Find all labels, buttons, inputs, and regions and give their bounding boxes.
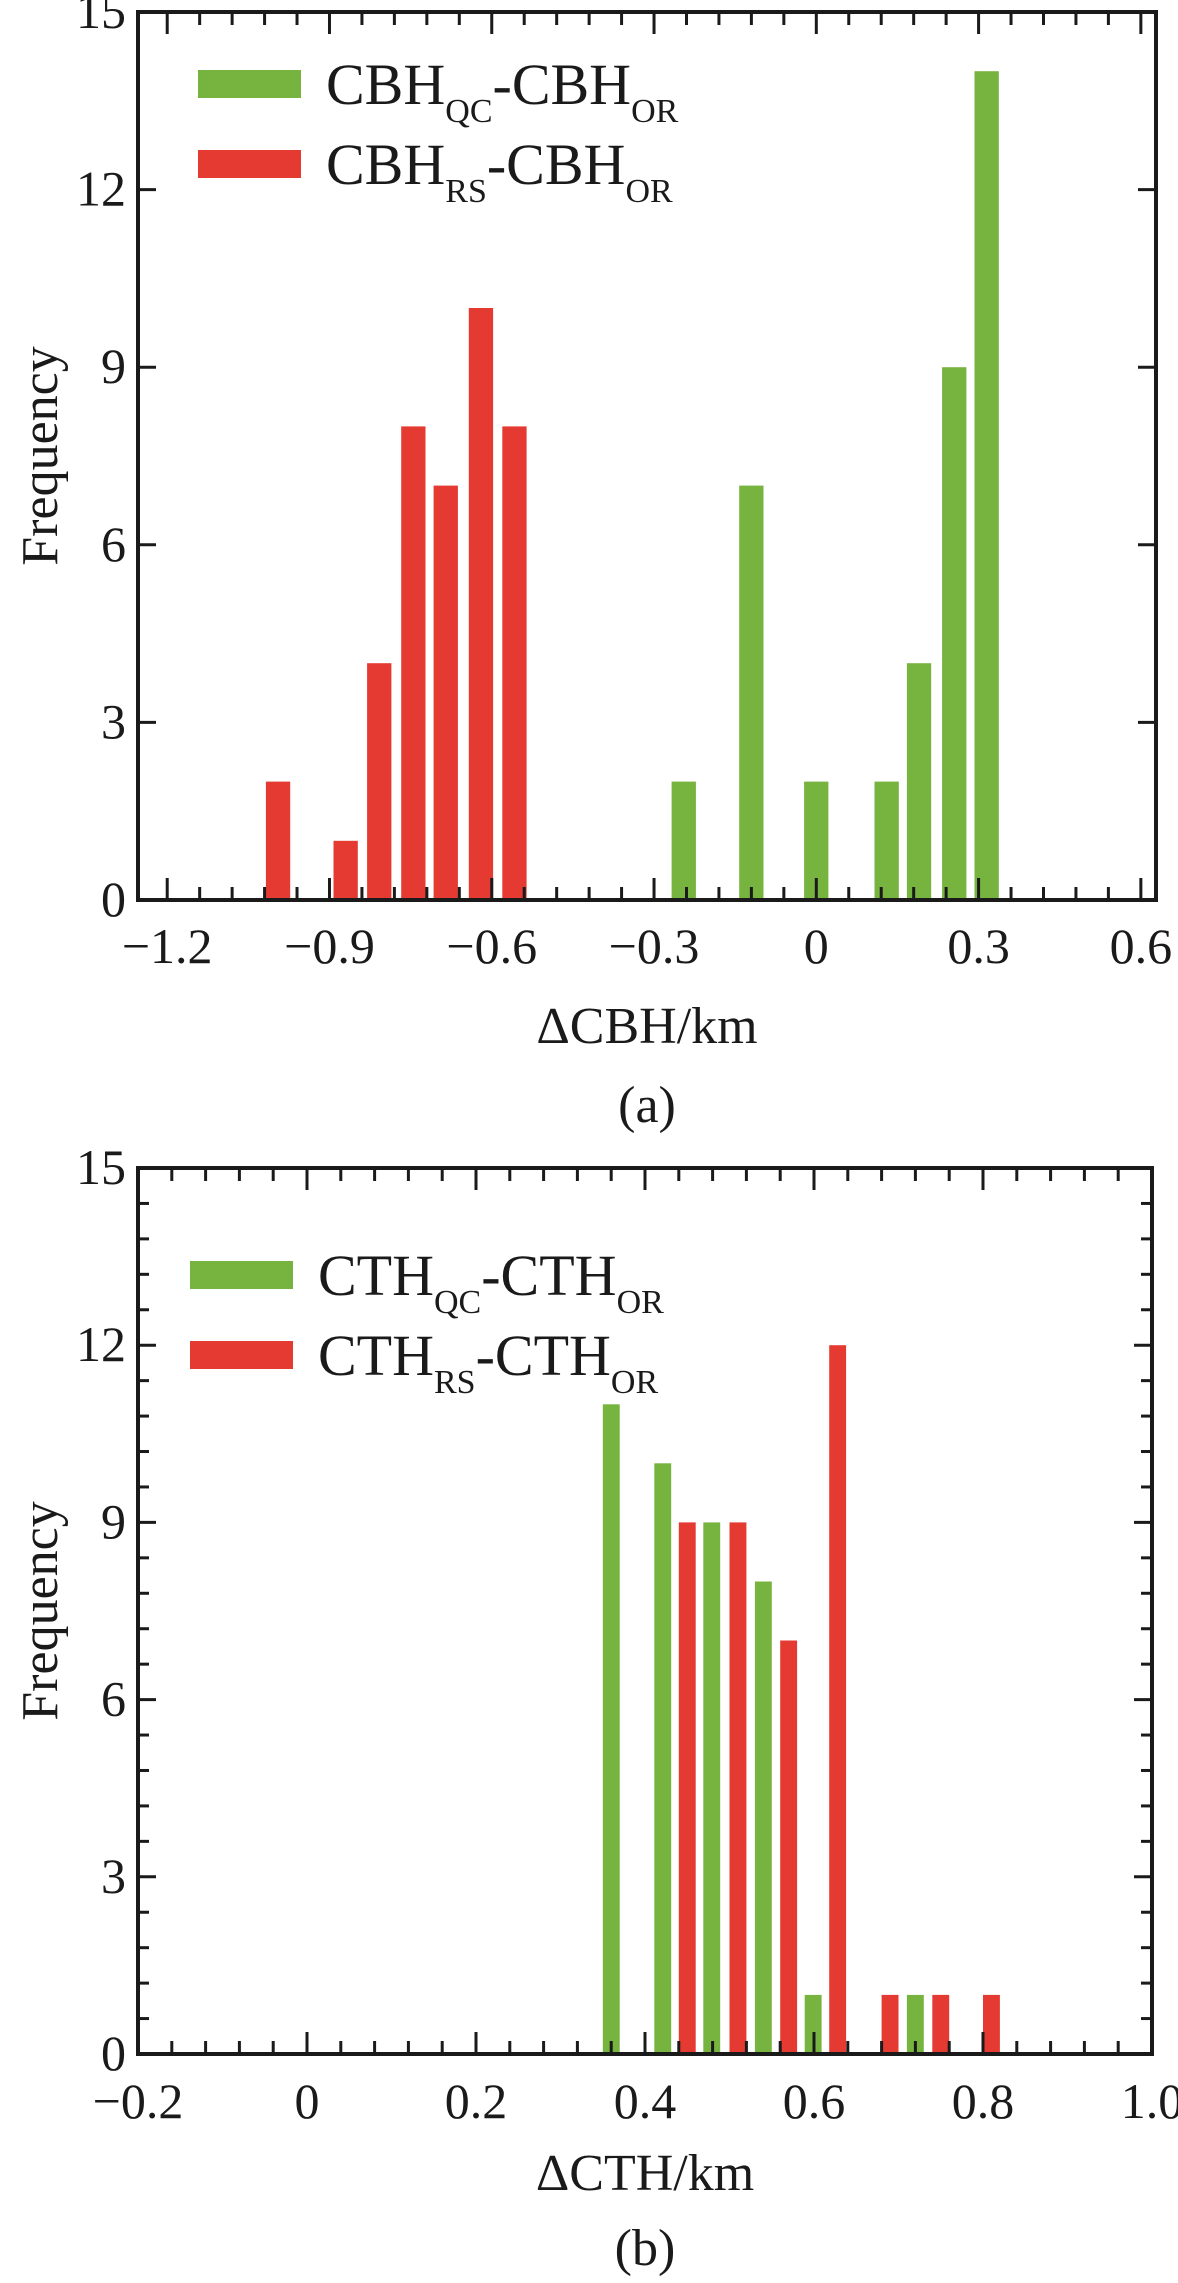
bar-qc (602, 1404, 620, 2054)
bar-rs (983, 1994, 1000, 2054)
bar-rs (265, 781, 291, 900)
bar-qc (942, 367, 967, 900)
y-tick-label: 15 (76, 0, 126, 39)
plot-frame (136, 10, 1158, 902)
x-tick-label: 0.4 (614, 2073, 677, 2129)
bar-rs (433, 485, 458, 900)
bar-qc (874, 781, 899, 900)
legend-label: CBHRS-CBHOR (326, 132, 673, 210)
bar-qc (906, 663, 932, 900)
legend-swatch-red (190, 1341, 293, 1369)
x-tick-label: −0.9 (284, 918, 375, 974)
y-tick-label: 12 (76, 1316, 126, 1372)
bar-rs (881, 1994, 899, 2054)
x-tick-label: 0.2 (445, 2073, 508, 2129)
x-axis-label: ΔCBH/km (536, 998, 757, 1055)
y-tick-label: 0 (101, 2025, 126, 2081)
bar-rs (468, 308, 494, 900)
x-tick-labels: −0.2 0 0.2 0.4 0.6 0.8 1.0 (93, 2073, 1178, 2129)
bar-rs (829, 1345, 847, 2054)
bar-rs (932, 1994, 950, 2054)
legend-entry: CBHRS-CBHOR (198, 132, 673, 210)
x-tick-label: 0 (804, 918, 829, 974)
y-tick-label: 6 (101, 1671, 126, 1727)
y-tick-label: 6 (101, 516, 126, 572)
y-tick-labels: 0 3 6 9 12 15 (76, 0, 126, 927)
bars (602, 1345, 1000, 2054)
legend-label: CBHQC-CBHOR (326, 52, 679, 130)
bar-rs (780, 1640, 798, 2054)
bar-qc (654, 1463, 672, 2054)
x-tick-label: 0.3 (947, 918, 1010, 974)
ticks (138, 10, 1156, 902)
plot-frame (136, 1166, 1154, 2056)
bar-rs (729, 1522, 747, 2054)
x-tick-label: 0 (295, 2073, 320, 2129)
x-tick-label: 1.0 (1121, 2073, 1178, 2129)
panel-label: (a) (618, 1077, 676, 1134)
x-tick-label: 0.8 (952, 2073, 1015, 2129)
bar-rs (367, 663, 392, 900)
x-tick-labels: −1.2 −0.9 −0.6 −0.3 0 0.3 0.6 (122, 918, 1172, 974)
x-tick-label: 0.6 (783, 2073, 846, 2129)
x-tick-label: 0.6 (1110, 918, 1173, 974)
legend-entry: CTHRS-CTHOR (190, 1323, 658, 1401)
bar-qc (703, 1522, 721, 2054)
legend-entry: CBHQC-CBHOR (198, 52, 679, 130)
y-axis-label: Frequency (12, 1501, 69, 1720)
bar-rs (333, 840, 358, 900)
y-tick-label: 15 (76, 1139, 126, 1195)
bar-rs (502, 426, 527, 900)
legend: CBHQC-CBHOR CBHRS-CBHOR (198, 52, 679, 210)
y-tick-label: 3 (101, 693, 126, 749)
bar-qc (739, 485, 764, 900)
x-tick-label: −0.2 (93, 2073, 184, 2129)
legend-entry: CTHQC-CTHOR (190, 1243, 664, 1321)
legend-swatch-red (198, 150, 301, 178)
x-tick-label: −0.3 (609, 918, 700, 974)
y-tick-label: 9 (101, 338, 126, 394)
legend-swatch-green (198, 70, 301, 98)
legend-swatch-green (190, 1261, 293, 1289)
panel-label: (b) (615, 2220, 676, 2277)
legend: CTHQC-CTHOR CTHRS-CTHOR (190, 1243, 664, 1401)
legend-label: CTHQC-CTHOR (318, 1243, 664, 1321)
panel-a: 0 3 6 9 12 15 −1.2 −0.9 −0.6 −0.3 0 0.3 0.6 Frequen… (12, 0, 1172, 1134)
bar-rs (678, 1522, 696, 2054)
y-tick-label: 9 (101, 1493, 126, 1549)
x-tick-label: −0.6 (446, 918, 537, 974)
bar-qc (974, 71, 999, 900)
y-tick-label: 12 (76, 161, 126, 217)
legend-label: CTHRS-CTHOR (318, 1323, 658, 1401)
bar-qc (804, 1994, 822, 2054)
bars (265, 71, 999, 900)
x-tick-label: −1.2 (122, 918, 213, 974)
bar-rs (401, 426, 426, 900)
bar-qc (906, 1994, 924, 2054)
y-tick-label: 0 (101, 871, 126, 927)
y-tick-label: 3 (101, 1848, 126, 1904)
y-tick-labels: 0 3 6 9 12 15 (76, 1139, 126, 2081)
bar-qc (754, 1581, 772, 2054)
bar-qc (671, 781, 696, 900)
x-axis-label: ΔCTH/km (536, 2145, 754, 2202)
y-axis-label: Frequency (12, 346, 69, 565)
